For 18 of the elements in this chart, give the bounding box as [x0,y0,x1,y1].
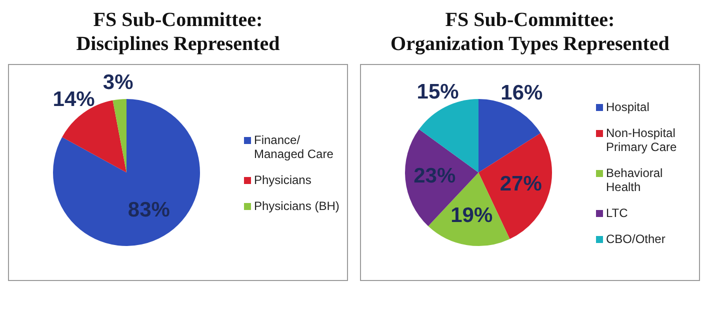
legend-label: Behavioral Health [606,166,664,194]
legend-label: LTC [606,206,628,220]
legend-label: Physicians (BH) [254,198,340,212]
legend-label: CBO/Other [606,232,666,246]
data-label: 19% [450,204,493,227]
legend-label: Physicians [254,172,312,186]
data-label: 16% [500,82,544,105]
data-label: 23% [414,164,456,188]
chart-title: FS Sub-Committee: Disciplines Represented [75,8,281,56]
data-label: 83% [128,198,170,222]
data-label: 15% [416,80,460,104]
data-label: 3% [102,71,134,94]
chart-title: FS Sub-Committee: Organization Types Represented [390,8,670,56]
legend-label: Finance/ Managed Care [254,132,334,160]
legend-label: Hospital [606,100,650,114]
data-label: 27% [500,172,542,196]
data-label: 14% [52,88,96,111]
legend-label: Non-Hospital Primary Care [606,126,678,154]
